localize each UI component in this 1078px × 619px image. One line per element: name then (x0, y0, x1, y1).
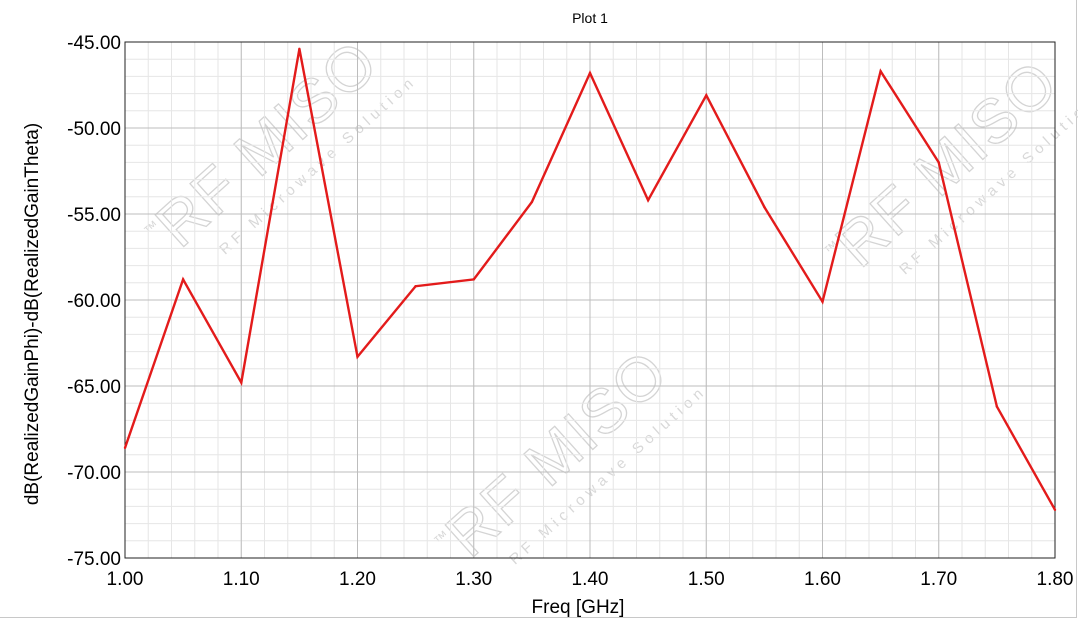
y-tick-label: -65.00 (67, 377, 121, 398)
data-point (181, 278, 185, 281)
x-tick-label: 1.10 (223, 569, 260, 590)
y-tick-label: -45.00 (67, 33, 121, 54)
data-point (356, 355, 359, 358)
data-point (588, 71, 592, 75)
x-tick-label: 1.40 (572, 569, 609, 590)
data-point (879, 70, 882, 73)
plot-area-border (124, 41, 1056, 559)
data-point (1053, 508, 1057, 512)
data-point (705, 94, 708, 97)
y-tick-label: -50.00 (67, 119, 121, 140)
data-point (472, 278, 475, 281)
y-axis-label: dB(RealizedGainPhi)-dB(RealizedGainTheta… (22, 123, 43, 505)
chart-title: Plot 1 (572, 10, 608, 26)
data-point (530, 200, 534, 204)
data-point (995, 405, 999, 408)
data-point (763, 205, 766, 209)
data-point (414, 285, 417, 288)
x-tick-label: 1.20 (339, 569, 376, 590)
tick-labels: 1.00 1.10 1.20 1.30 1.40 1.50 1.60 1.70 1.80 -45.… (67, 33, 1073, 590)
y-tick-label: -55.00 (67, 205, 121, 226)
x-tick-label: 1.70 (920, 569, 957, 590)
series-layer (123, 47, 1057, 512)
data-point (298, 47, 301, 51)
x-tick-label: 1.50 (688, 569, 725, 590)
data-point (240, 381, 243, 384)
x-tick-label: 1.30 (455, 569, 492, 590)
data-point (646, 199, 650, 202)
x-tick-label: 1.00 (107, 569, 144, 590)
x-axis-label: Freq [GHz] (532, 597, 625, 618)
y-tick-label: -70.00 (67, 463, 121, 484)
x-tick-label: 1.60 (804, 569, 841, 590)
data-point (937, 161, 940, 164)
data-point (821, 300, 824, 303)
y-tick-label: -75.00 (67, 549, 121, 570)
y-tick-label: -60.00 (67, 291, 121, 312)
x-tick-label: 1.80 (1037, 569, 1074, 590)
data-point (123, 446, 127, 450)
